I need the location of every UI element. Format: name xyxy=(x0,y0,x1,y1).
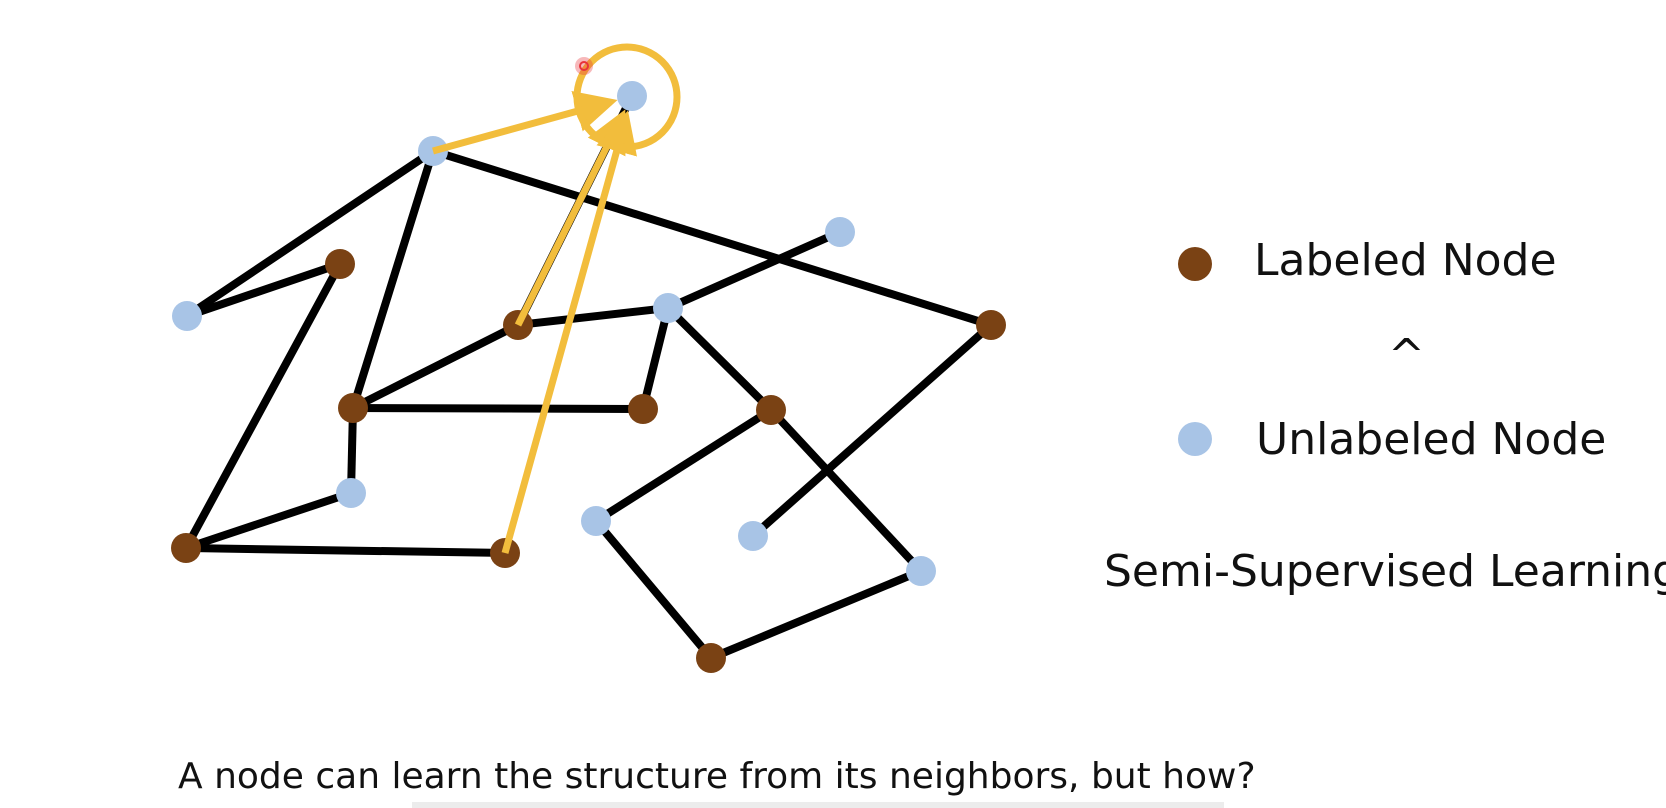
edge-n-brown-mid-left-n-brown-mid xyxy=(348,403,648,414)
edge-n-top-n-brown-mid-left xyxy=(347,145,439,414)
highlight-layer xyxy=(573,43,681,151)
node-labeled-n-brown-mid-right xyxy=(756,395,786,425)
node-unlabeled-n-blue-far-low-right xyxy=(906,556,936,586)
nodes-layer xyxy=(171,81,1006,673)
edge-n-brown-right-n-blue-low-right xyxy=(747,319,997,542)
node-unlabeled-n-blue-center xyxy=(653,293,683,323)
node-labeled-n-brown-bottom xyxy=(696,643,726,673)
node-labeled-n-brown-upper-left xyxy=(325,249,355,279)
scroll-strip xyxy=(412,802,1224,808)
subtitle: Semi-Supervised Learning xyxy=(1104,546,1666,597)
highlight-ring xyxy=(573,43,681,151)
node-unlabeled-n-blue-low-left xyxy=(336,478,366,508)
node-unlabeled-n-blue-low-right xyxy=(738,521,768,551)
edge-n-blue-center-n-brown-mid xyxy=(638,303,673,414)
node-unlabeled-n-blue-low-center xyxy=(581,506,611,536)
node-unlabeled-n-left xyxy=(172,301,202,331)
edge-n-left-n-brown-upper-left xyxy=(181,258,346,322)
legend-labeled-label: Labeled Node xyxy=(1254,235,1557,286)
edge-n-blue-low-center-n-brown-bottom xyxy=(590,515,717,664)
node-labeled-n-brown-mid-left xyxy=(338,393,368,423)
pointer-dot xyxy=(579,61,589,71)
legend-labeled-dot xyxy=(1178,247,1212,281)
node-labeled-n-brown-right xyxy=(976,310,1006,340)
edge-n-brown-upper-left-n-brown-low-left xyxy=(180,258,346,554)
edge-n-brown-low-left-n-brown-low-center xyxy=(181,543,510,558)
legend-operator: ^ xyxy=(1388,330,1425,381)
pointer-halo xyxy=(575,57,593,75)
legend-unlabeled-dot xyxy=(1178,422,1212,456)
edge-n-brown-bottom-n-blue-far-low-right xyxy=(705,565,927,664)
edge-n-top-n-left xyxy=(181,145,439,322)
edge-n-blue-low-left-n-brown-low-left xyxy=(180,487,357,554)
message-arrow-n-brown-center-to-target xyxy=(514,109,626,327)
edge-n-brown-mid-right-n-blue-far-low-right xyxy=(765,404,927,577)
legend-unlabeled-label: Unlabeled Node xyxy=(1256,414,1607,465)
edge-n-brown-center-n-blue-center xyxy=(513,303,673,330)
node-unlabeled-target xyxy=(617,81,647,111)
edge-n-blue-center-n-blue-far-right xyxy=(662,226,846,314)
node-unlabeled-n-blue-far-right xyxy=(825,217,855,247)
node-labeled-n-brown-mid xyxy=(628,394,658,424)
edge-n-brown-mid-left-n-brown-center xyxy=(347,319,524,414)
caption: A node can learn the structure from its … xyxy=(178,756,1256,797)
edge-n-blue-center-n-brown-mid-right xyxy=(662,302,777,416)
message-arrow-n-brown-low-center-to-target xyxy=(501,110,637,554)
edge-n-top-n-brown-right xyxy=(427,145,997,331)
edge-n-brown-mid-right-n-blue-low-center xyxy=(590,404,777,527)
node-labeled-n-brown-low-left xyxy=(171,533,201,563)
